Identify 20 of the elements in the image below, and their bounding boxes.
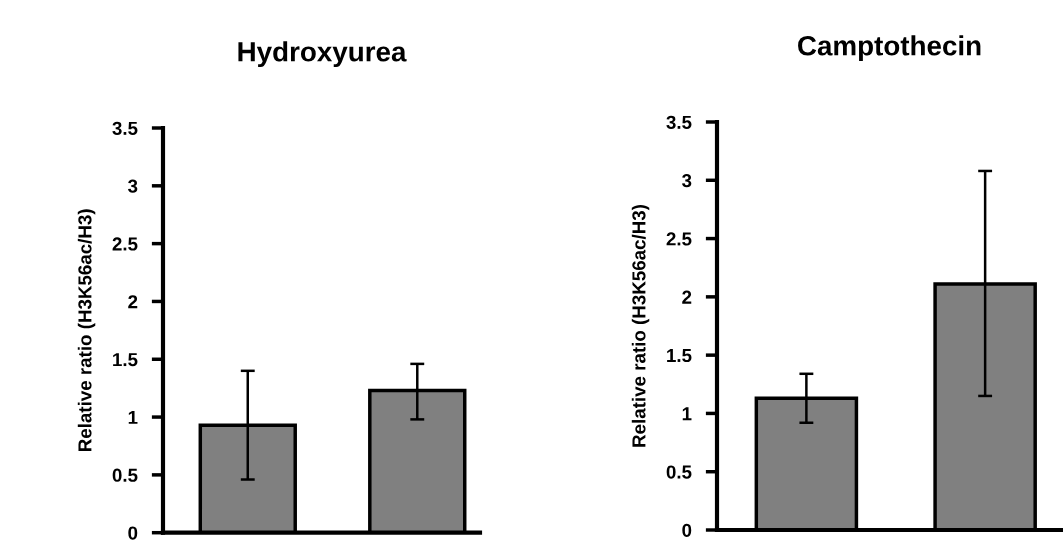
y-tick-label: 0 xyxy=(128,526,138,540)
y-tick-label: 0.5 xyxy=(666,465,692,479)
y-tick-label: 3 xyxy=(682,173,692,188)
y-tick-label: 0.5 xyxy=(112,468,138,482)
chart-title: Camptothecin xyxy=(798,35,981,62)
y-tick-label: 2 xyxy=(128,295,138,309)
y-tick-label: 0 xyxy=(682,523,692,537)
y-tick-label: 3.5 xyxy=(112,121,138,135)
y-tick-label: 1 xyxy=(128,410,138,424)
y-tick-label: 3.5 xyxy=(666,115,692,129)
y-tick-label: 2.5 xyxy=(112,237,138,251)
y-tick-label: 1 xyxy=(682,407,692,421)
y-tick-label: 1.5 xyxy=(667,349,692,363)
y-tick-label: 2 xyxy=(682,290,692,304)
chart-title: Hydroxyurea xyxy=(238,41,407,68)
y-tick-label: 2.5 xyxy=(666,232,692,246)
y-tick-label: 1.5 xyxy=(113,353,138,367)
y-axis-title: Relative ratio (H3K56ac/H3) xyxy=(631,205,650,447)
y-tick-label: 3 xyxy=(128,179,138,193)
y-axis-title: Relative ratio (H3K56ac/H3) xyxy=(77,209,96,452)
